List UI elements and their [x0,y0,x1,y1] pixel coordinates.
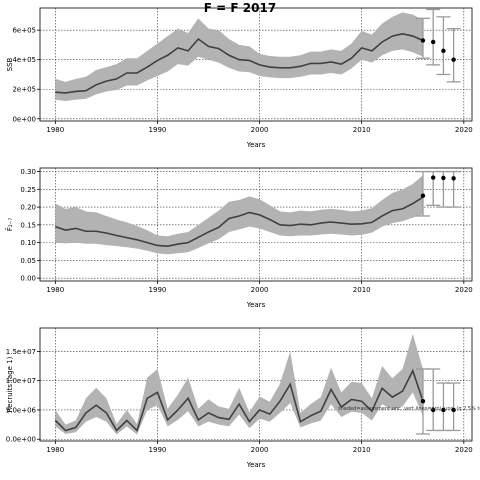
y-axis-label: SSB [6,57,14,71]
y-tick-label: 0.10 [20,239,36,247]
y-tick-label: 0.20 [20,204,36,212]
uncertainty-note: shaded=assessment unc. vert.lines=proj. … [338,406,480,412]
series-line [54,368,424,432]
series-line [55,196,424,247]
y-tick-label: 4e+05 [12,56,36,64]
y-tick-label: 6e+05 [12,27,36,35]
y-axis-label: Recruits (age 1) [6,356,14,412]
projection-point [430,407,436,413]
axes-frame [39,327,473,442]
x-tick-label: 2010 [353,446,371,454]
series-line [55,33,424,94]
projection-point [451,407,456,413]
x-tick-label: 1980 [46,286,64,294]
projection-point [420,398,426,404]
x-tick-label: 1990 [149,446,167,454]
x-tick-label: 2000 [251,126,269,134]
uncertainty-band [55,12,423,102]
x-tick-label: 2020 [455,286,473,294]
projection-point [441,175,446,181]
y-tick-label: 0.15 [20,221,36,229]
x-axis-label: Years [246,141,266,149]
projection-point [451,176,456,181]
y-axis-label: F̄₂₋₇ [5,218,14,232]
projection-point [441,48,446,54]
panel-fbar: 1980 1990 2000 2010 2020 0.00 0.05 0.10 0.15 0.20… [5,167,473,309]
panels: 1980 1990 2000 2010 2020 0e+00 2e+05 4e+05 6e+05… [5,7,480,469]
y-tick-label: 1.5e+07 [6,348,36,356]
projection-point [430,175,436,180]
x-tick-label: 2000 [251,286,269,294]
x-axis-label: Years [246,461,266,469]
projection-point [420,38,426,43]
axes-frame [39,7,473,122]
uncertainty-band [55,175,423,255]
x-tick-label: 2010 [353,286,371,294]
x-tick-label: 2020 [455,446,473,454]
y-tick-label: 0.05 [20,257,36,265]
y-tick-label: 0.25 [20,186,36,194]
projection-point [430,39,436,45]
x-tick-label: 2010 [353,126,371,134]
y-tick-label: 0.30 [20,168,36,176]
uncertainty-band [55,333,423,435]
projection-point [451,57,456,62]
projection-point [420,193,426,198]
y-tick-label: 0e+00 [12,115,36,123]
projection-point [441,407,446,413]
panel-recruits: 1980 1990 2000 2010 2020 0.0e+00 5.0e+06 1.0e+0… [6,327,473,469]
x-axis-label: Years [246,301,266,309]
x-tick-label: 1990 [149,286,167,294]
x-tick-label: 2000 [251,446,269,454]
y-tick-label: 2e+05 [12,86,36,94]
y-tick-label: 0.0e+00 [6,436,36,444]
x-tick-label: 1980 [46,446,64,454]
y-tick-label: 1.0e+07 [6,377,36,385]
y-tick-label: 5.0e+06 [6,406,37,414]
x-tick-label: 2020 [455,126,473,134]
y-tick-label: 0.00 [20,275,36,283]
x-tick-label: 1990 [149,126,167,134]
x-tick-label: 1980 [46,126,64,134]
panel-ssb: 1980 1990 2000 2010 2020 0e+00 2e+05 4e+05 6e+05… [6,7,473,149]
